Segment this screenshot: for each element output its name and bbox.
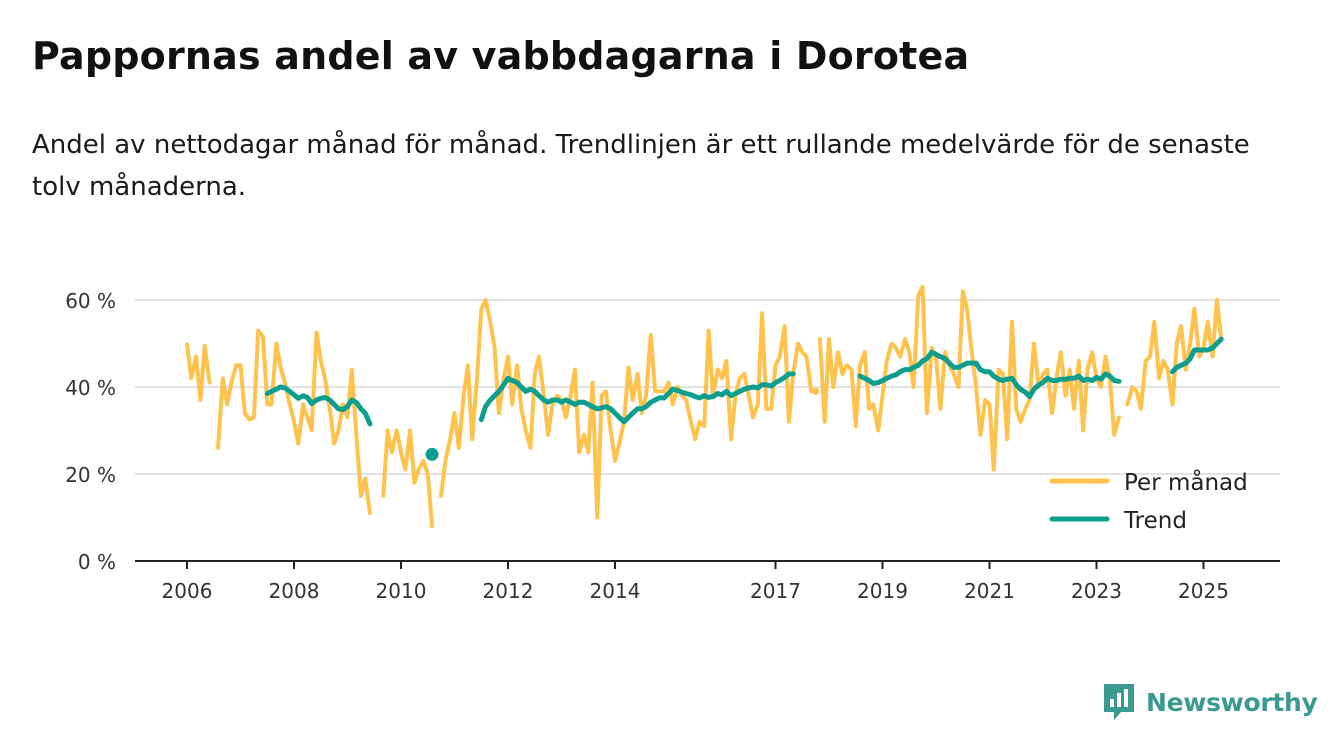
- x-tick-label: 2025: [1178, 579, 1229, 603]
- y-tick-label: 0 %: [78, 550, 116, 574]
- series-line-trend: [1170, 336, 1224, 375]
- y-tick-label: 20 %: [65, 463, 116, 487]
- newsworthy-logo-icon: [1104, 684, 1134, 720]
- series-line-per-manad: [1125, 298, 1224, 411]
- data-point-trend: [425, 447, 439, 461]
- x-tick-label: 2019: [857, 579, 908, 603]
- y-tick-label: 40 %: [65, 376, 116, 400]
- series-line-per-manad: [439, 298, 814, 520]
- x-tick-label: 2014: [590, 579, 641, 603]
- chart-subtitle: Andel av nettodagar månad för månad. Tre…: [32, 130, 1250, 202]
- series-line-per-manad: [817, 284, 1121, 472]
- series-line-trend: [478, 371, 796, 425]
- x-tick-label: 2008: [269, 579, 320, 603]
- series-line-per-manad: [216, 328, 372, 516]
- brand-name: Newsworthy: [1146, 687, 1318, 717]
- logo-bar-3: [1124, 689, 1128, 707]
- legend-label-per-manad: Per månad: [1124, 468, 1248, 496]
- x-tick-label: 2021: [964, 579, 1015, 603]
- x-tick-label: 2017: [750, 579, 801, 603]
- logo-bar-1: [1110, 699, 1114, 707]
- legend: Per månad Trend: [1049, 468, 1248, 534]
- series-line-trend: [857, 349, 1122, 400]
- chart-title: Pappornas andel av vabbdagarna i Dorotea: [32, 34, 970, 78]
- legend-label-trend: Trend: [1123, 508, 1187, 534]
- logo-bar-2: [1117, 693, 1121, 707]
- series-line-trend: [264, 384, 373, 427]
- series-line-per-manad: [185, 342, 212, 402]
- series-line-per-manad: [381, 428, 434, 529]
- y-tick-label: 60 %: [65, 289, 116, 313]
- brand-logo[interactable]: Newsworthy: [1102, 683, 1318, 721]
- x-tick-label: 2006: [162, 579, 213, 603]
- data-point-per-manad: [812, 387, 820, 395]
- axes: 0 % 20 % 40 % 60 % 2006 2008 2010 2012 2014 2017 2…: [65, 289, 1280, 603]
- x-tick-label: 2023: [1071, 579, 1122, 603]
- x-tick-label: 2010: [376, 579, 427, 603]
- series-lines: [185, 284, 1224, 529]
- x-tick-label: 2012: [483, 579, 534, 603]
